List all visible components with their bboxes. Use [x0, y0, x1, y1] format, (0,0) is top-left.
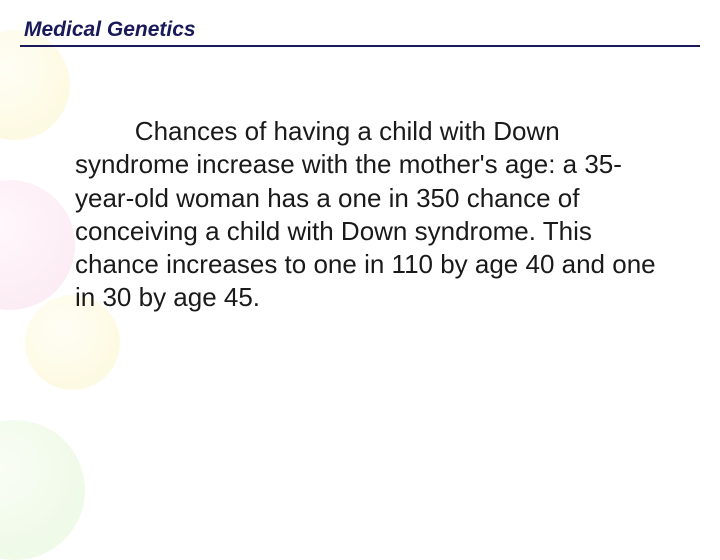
header-title: Medical Genetics [20, 18, 700, 45]
balloon-green-bot [0, 420, 85, 560]
body-paragraph: Chances of having a child with Down synd… [75, 115, 660, 315]
slide-header: Medical Genetics [20, 18, 700, 47]
header-underline [20, 45, 700, 47]
balloon-pink-mid [0, 180, 75, 310]
